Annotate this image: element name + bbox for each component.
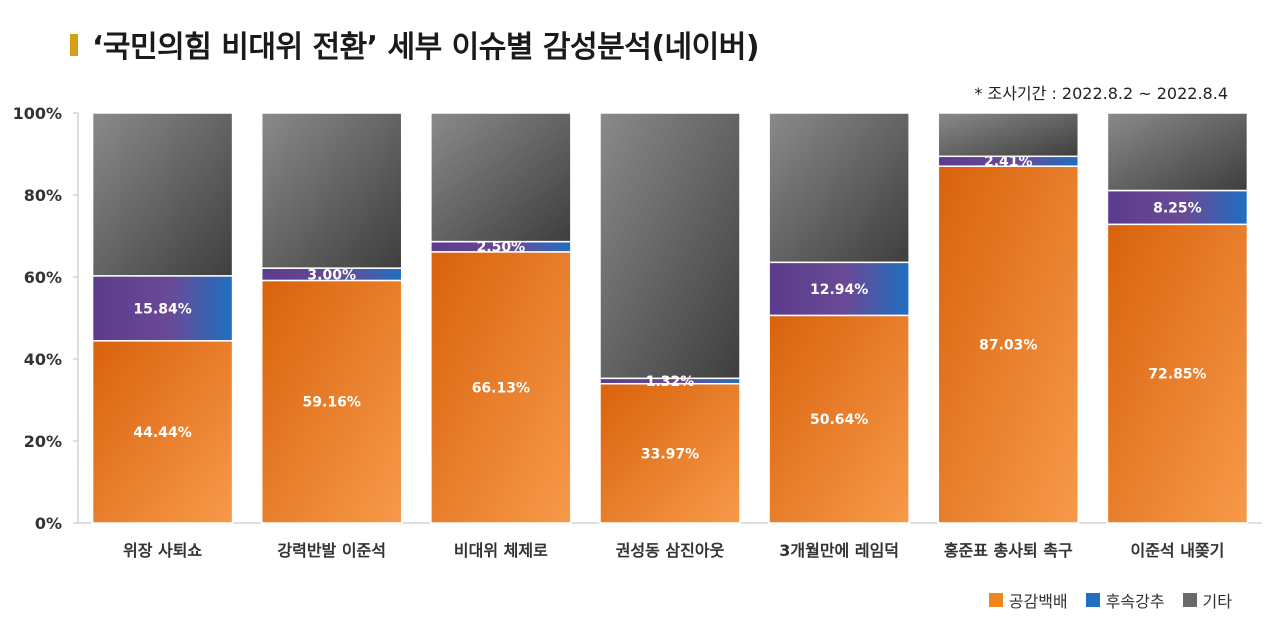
data-label: 3.00% [307, 267, 356, 283]
y-tick-label: 0% [35, 514, 62, 533]
y-tick-label: 60% [24, 268, 62, 287]
data-label: 2.41% [984, 154, 1033, 170]
bar-segment-other [599, 112, 741, 380]
x-category-label: 이준석 내쫒기 [1130, 541, 1224, 560]
data-label: 15.84% [133, 301, 191, 317]
x-category-label: 비대위 체제로 [454, 541, 548, 560]
bar-segment-positive [260, 279, 403, 524]
y-tick-label: 100% [13, 104, 62, 123]
title-accent-bar [70, 34, 78, 56]
bar-segment-positive [1106, 223, 1249, 524]
y-tick-label: 80% [24, 186, 62, 205]
bar-segment-progress [768, 261, 910, 317]
legend-swatch-progress [1085, 593, 1100, 607]
survey-period: * 조사기간 : 2022.8.2 ~ 2022.8.4 [974, 84, 1228, 103]
chart-legend: 공감백배 후속강추 기타 [988, 588, 1232, 612]
bar-segment-other [260, 112, 403, 269]
y-tick-label: 40% [24, 350, 62, 369]
bar-segment-progress [1106, 189, 1249, 226]
legend-swatch-other [1182, 593, 1197, 607]
data-label: 2.50% [477, 240, 526, 256]
legend-item-other: 기타 [1182, 588, 1232, 612]
data-label: 8.25% [1153, 200, 1202, 216]
data-label: 1.32% [646, 374, 695, 390]
legend-label-progress: 후속강추 [1105, 592, 1165, 611]
data-label: 50.64% [810, 412, 868, 428]
bar-segment-other [768, 112, 910, 264]
bar-segment-other [91, 112, 234, 277]
data-label: 59.16% [303, 395, 361, 411]
data-label: 87.03% [979, 338, 1037, 354]
y-tick-label: 20% [24, 432, 62, 451]
x-category-label: 강력반발 이준석 [277, 541, 386, 560]
legend-label-other: 기타 [1202, 592, 1232, 611]
data-label: 12.94% [810, 282, 868, 298]
chart-title: ‘국민의힘 비대위 전환’ 세부 이슈별 감성분석(네이버) [92, 30, 760, 65]
legend-item-progress: 후속강추 [1085, 588, 1165, 612]
x-category-label: 권성동 삼진아웃 [616, 541, 725, 560]
bar-segment-progress [91, 275, 234, 342]
bar-segment-positive [430, 251, 572, 524]
data-label: 33.97% [641, 446, 699, 462]
x-category-label: 홍준표 총사퇴 촉구 [944, 541, 1073, 560]
bar-segment-other [937, 112, 1080, 158]
legend-swatch-positive [988, 593, 1003, 607]
bar-segment-positive [937, 165, 1080, 524]
data-label: 72.85% [1148, 367, 1206, 383]
x-category-label: 3개월만에 레임덕 [779, 541, 899, 560]
x-category-label: 위장 사퇴쇼 [123, 541, 202, 560]
legend-item-positive: 공감백배 [988, 588, 1068, 612]
legend-label-positive: 공감백배 [1008, 592, 1068, 611]
data-label: 66.13% [472, 380, 530, 396]
bar-segment-other [1106, 112, 1249, 192]
bar-segment-positive [91, 340, 234, 524]
bar-segment-other [430, 112, 572, 243]
data-label: 44.44% [133, 425, 191, 441]
